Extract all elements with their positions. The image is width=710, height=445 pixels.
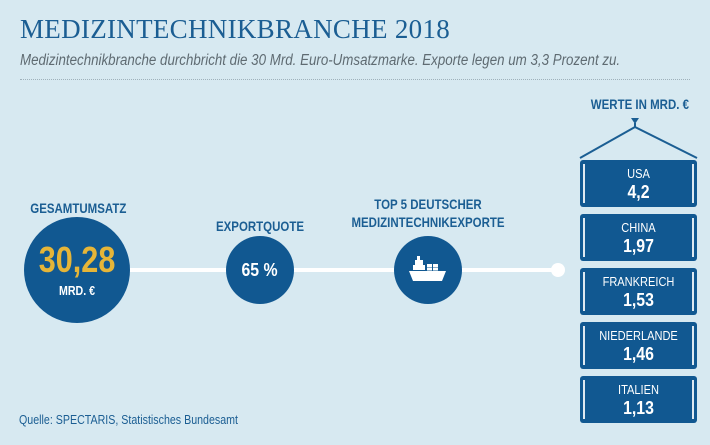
country-box-china: CHINA 1,97 [580, 214, 697, 261]
total-value: 30,28 [38, 239, 116, 280]
connector-line [120, 268, 560, 272]
country-name: NIEDERLANDE [599, 328, 678, 343]
country-box-italien: ITALIEN 1,13 [580, 376, 697, 423]
country-box-usa: USA 4,2 [580, 160, 697, 207]
page-subtitle: Medizintechnikbranche durchbricht die 30… [20, 52, 621, 69]
country-name: USA [627, 166, 650, 181]
country-value: 1,46 [623, 344, 654, 364]
total-circle: 30,28 MRD. € [24, 217, 130, 323]
country-value: 1,13 [623, 398, 654, 418]
ship-icon [409, 256, 446, 281]
connector-dot [551, 263, 565, 277]
source-note: Quelle: SPECTARIS, Statistisches Bundesa… [19, 412, 239, 427]
top5-circle [394, 236, 462, 304]
total-label: GESAMTUMSATZ [30, 200, 127, 216]
export-quota-circle: 65 % [226, 236, 294, 304]
hanger-icon [579, 118, 698, 159]
country-value: 1,97 [623, 236, 654, 256]
values-header: WERTE IN MRD. € [590, 96, 690, 112]
country-box-niederlande: NIEDERLANDE 1,46 [580, 322, 697, 369]
export-quota-value: 65 % [241, 259, 279, 280]
total-unit: MRD. € [58, 283, 96, 298]
country-box-frankreich: FRANKREICH 1,53 [580, 268, 697, 315]
top5-label-line1: TOP 5 DEUTSCHER [374, 196, 482, 212]
country-name: CHINA [621, 220, 656, 235]
country-value: 4,2 [627, 182, 650, 202]
country-name: ITALIEN [618, 382, 659, 397]
country-name: FRANKREICH [602, 274, 675, 289]
top5-label-line2: MEDIZINTECHNIKEXPORTE [351, 214, 505, 230]
country-value: 1,53 [623, 290, 654, 310]
export-quota-label: EXPORTQUOTE [215, 218, 305, 234]
divider [20, 79, 690, 80]
page-title: MEDIZINTECHNIKBRANCHE 2018 [20, 14, 451, 44]
